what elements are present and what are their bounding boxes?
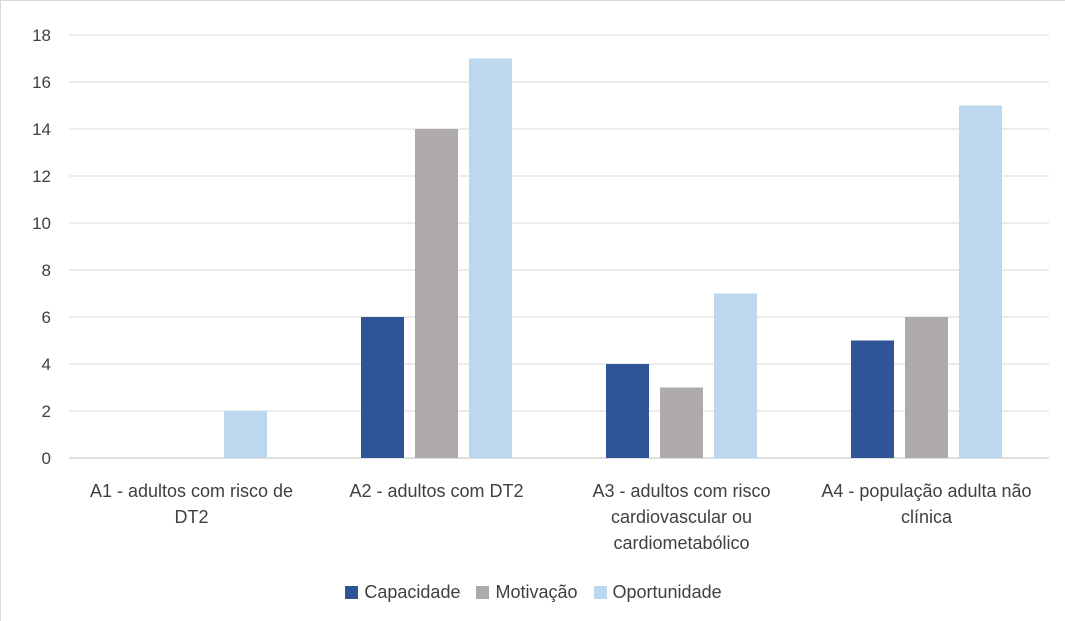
bar-capacidade [361,317,404,458]
bar-capacidade [851,340,894,458]
y-tick-label: 0 [42,449,51,468]
bar-oportunidade [224,411,267,458]
bar-oportunidade [714,293,757,458]
legend-label: Motivação [495,581,578,602]
legend-item-capacidade: Capacidade [345,582,460,603]
y-tick-label: 4 [42,355,51,374]
bar-chart: 0 2 4 6 8 10 12 14 16 18 A1 - adultos com risco d… [32,26,1049,553]
bar-oportunidade [469,58,512,458]
bar-motivação [415,129,458,458]
legend-swatch [476,585,490,599]
gridlines [69,34,1049,459]
legend-label: Capacidade [364,581,461,602]
x-category-label: A2 - adultos com DT2 [349,481,523,501]
y-tick-label: 2 [42,402,51,421]
x-category-label: A3 - adultos com risco cardiovascular ou c… [592,481,770,553]
legend-swatch [593,585,607,599]
y-tick-label: 10 [32,214,51,233]
x-axis-category-labels: A1 - adultos com risco de DT2 A2 - adultos… [90,481,1032,553]
bar-oportunidade [959,105,1002,458]
y-tick-label: 12 [32,167,51,186]
x-category-label: A4 - população adulta não clínica [821,481,1031,527]
bar-motivação [905,317,948,458]
legend-item-motivação: Motivação [476,581,578,603]
legend-item-oportunidade: Oportunidade [593,581,722,603]
y-tick-label: 6 [42,308,51,327]
bars [224,58,1002,458]
y-tick-label: 8 [42,261,51,280]
y-tick-label: 14 [32,120,51,139]
y-tick-label: 18 [32,26,51,45]
legend-label: Oportunidade [612,581,722,602]
bar-motivação [660,387,703,458]
x-category-label: A1 - adultos com risco de DT2 [90,481,293,527]
legend: Capacidade Motivação Oportunidade [1,579,1065,605]
legend-swatch [345,585,359,599]
bar-capacidade [606,364,649,458]
y-tick-label: 16 [32,73,51,92]
y-axis-ticks: 0 2 4 6 8 10 12 14 16 18 [32,26,51,468]
